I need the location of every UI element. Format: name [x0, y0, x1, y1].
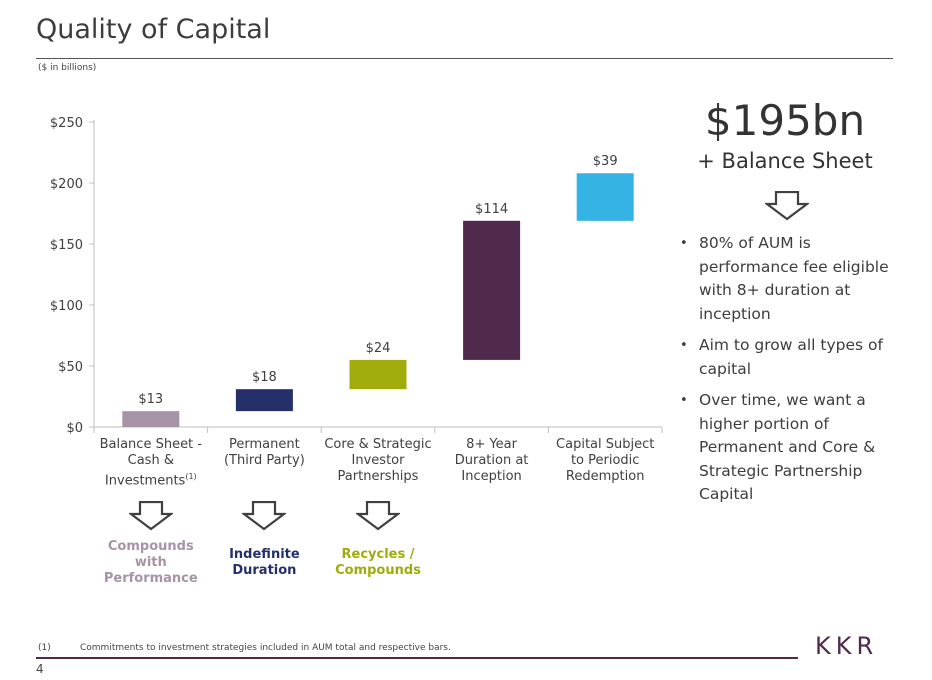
title-divider [36, 58, 893, 59]
x-tick-label-line: Investments [104, 473, 186, 489]
x-tick-label: 8+ Year Duration at Inception [434, 437, 550, 485]
down-arrow-icon [128, 501, 173, 531]
y-tick-label: $50 [58, 360, 83, 375]
bar [235, 389, 293, 412]
x-tick-label-line: Partnerships [337, 469, 419, 484]
bar [576, 173, 634, 221]
x-tick-label: Capital Subject to Periodic Redemption [547, 437, 663, 485]
x-tick-label-line: 8+ Year [466, 437, 517, 452]
y-tick-label: $150 [50, 238, 83, 253]
bar [122, 411, 180, 427]
footer-divider [36, 657, 798, 659]
category-note: Compounds with Performance [103, 539, 198, 586]
bullet-icon: • [680, 338, 688, 353]
page-number: 4 [36, 662, 44, 676]
category-note: Indefinite Duration [229, 547, 300, 578]
x-tick-label-line: Cash & [127, 453, 174, 468]
x-tick-label-line: Permanent [229, 437, 300, 452]
x-tick-label-line: to Periodic [570, 453, 640, 468]
x-tick-label-line: Core & Strategic [324, 437, 432, 452]
x-tick-label-line: Investor [351, 453, 405, 468]
key-points-list: • 80% of AUM is performance fee eligible … [678, 232, 893, 515]
category-note: Recycles / Compounds [335, 547, 421, 578]
bullet-icon: • [680, 236, 688, 251]
x-tick-label-line: Capital Subject [556, 437, 655, 452]
down-arrow-icon [242, 501, 287, 531]
y-tick-label: $200 [50, 177, 83, 192]
key-point: • 80% of AUM is performance fee eligible … [680, 234, 889, 323]
y-tick-label: $0 [66, 421, 83, 436]
bar [463, 220, 521, 360]
data-label: $13 [138, 392, 163, 407]
key-point: • Aim to grow all types of capital [680, 336, 883, 378]
kkr-logo: KKR [815, 632, 879, 660]
data-label: $24 [366, 341, 391, 356]
y-tick-label: $250 [50, 116, 83, 131]
data-label: $39 [593, 154, 618, 169]
x-tick-label: Permanent (Third Party) [206, 437, 322, 469]
bar [349, 359, 407, 390]
footnote: (1) Commitments to investment strategies … [38, 643, 451, 653]
footnote-marker: (1) [185, 472, 197, 481]
x-tick-label: Balance Sheet - Cash & Investments(1) [93, 437, 209, 489]
aum-total-sub: + Balance Sheet [697, 149, 873, 173]
x-tick-label-line: Duration at [454, 453, 529, 468]
y-tick-label: $100 [50, 299, 83, 314]
bullet-icon: • [680, 393, 688, 408]
down-arrow-icon [765, 191, 809, 221]
page-title: Quality of Capital [36, 14, 271, 45]
x-tick-label-line: Redemption [565, 469, 645, 484]
x-tick-label-line: Inception [461, 469, 522, 484]
x-tick-label: Core & Strategic Investor Partnerships [320, 437, 436, 485]
down-arrow-icon [356, 501, 400, 531]
units-note: ($ in billions) [38, 63, 97, 73]
x-tick-label-line: (Third Party) [223, 453, 305, 468]
data-label: $18 [252, 370, 277, 385]
x-tick-label-line: Balance Sheet - [99, 437, 202, 452]
key-point: • Over time, we want a higher portion of … [680, 391, 876, 503]
aum-total: $195bn [704, 96, 866, 145]
data-label: $114 [475, 202, 508, 217]
